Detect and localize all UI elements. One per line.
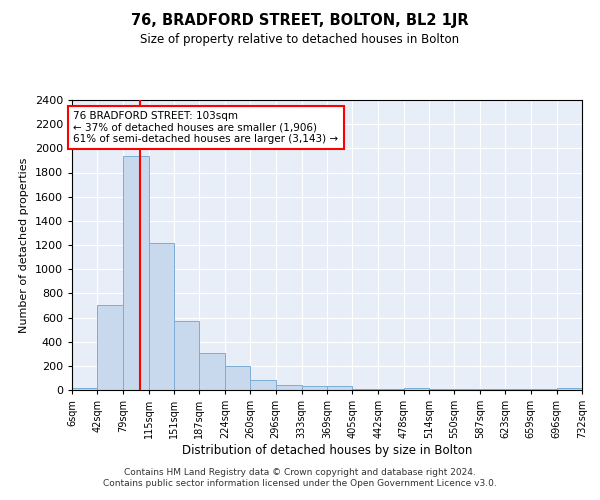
Bar	[72, 388, 97, 390]
Text: 76, BRADFORD STREET, BOLTON, BL2 1JR: 76, BRADFORD STREET, BOLTON, BL2 1JR	[131, 12, 469, 28]
Text: Contains HM Land Registry data © Crown copyright and database right 2024.
Contai: Contains HM Land Registry data © Crown c…	[103, 468, 497, 487]
Text: Size of property relative to detached houses in Bolton: Size of property relative to detached ho…	[140, 32, 460, 46]
Bar	[250, 380, 276, 390]
Bar	[97, 306, 123, 390]
Bar	[225, 366, 250, 390]
Bar	[276, 385, 302, 390]
Bar	[327, 386, 352, 390]
Bar	[149, 242, 174, 390]
Text: 76 BRADFORD STREET: 103sqm
← 37% of detached houses are smaller (1,906)
61% of s: 76 BRADFORD STREET: 103sqm ← 37% of deta…	[73, 111, 338, 144]
Bar	[404, 388, 429, 390]
Y-axis label: Number of detached properties: Number of detached properties	[19, 158, 29, 332]
Bar	[174, 321, 199, 390]
Bar	[199, 352, 225, 390]
Bar	[557, 388, 582, 390]
Bar	[123, 156, 149, 390]
X-axis label: Distribution of detached houses by size in Bolton: Distribution of detached houses by size …	[182, 444, 472, 457]
Bar	[302, 386, 327, 390]
